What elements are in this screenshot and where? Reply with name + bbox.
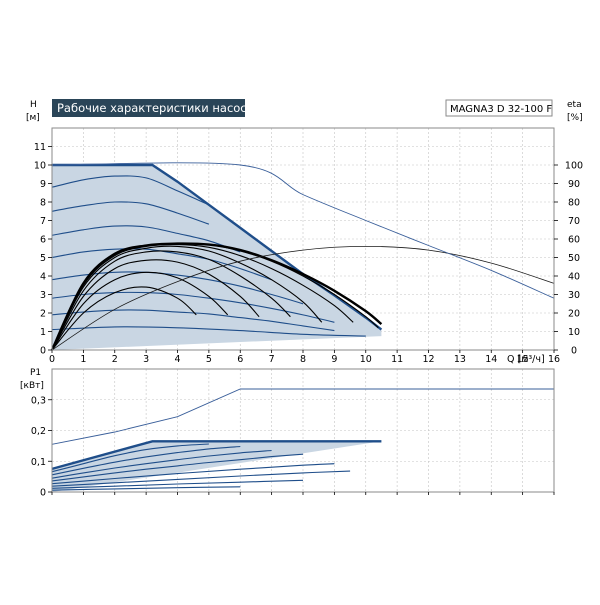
x-tick-label: 16	[548, 354, 560, 365]
speed-curve	[51, 291, 335, 323]
y-tick-label: 7	[40, 216, 46, 227]
y2-tick-label: 70	[568, 216, 580, 227]
x-tick-label: 5	[206, 354, 212, 365]
power-axis-unit: [кВт]	[20, 381, 44, 391]
x-tick-label: 13	[454, 354, 466, 365]
y-tick-label: 2	[40, 309, 46, 320]
speed-curve	[51, 479, 304, 489]
extended-power-curve	[51, 388, 554, 445]
x-tick-label: 0	[49, 354, 55, 365]
eta-axis-label: eta	[567, 100, 582, 110]
efficiency-arc	[51, 259, 260, 351]
head-axis-label: H	[30, 100, 37, 110]
speed-curve	[51, 449, 272, 479]
speed-curve	[51, 470, 351, 487]
title-box	[52, 99, 245, 117]
speed-curve	[51, 175, 210, 206]
y-tick-label: 0	[40, 488, 46, 499]
x-tick-label: 7	[269, 354, 275, 365]
y-tick-label: 4	[40, 272, 46, 283]
y-tick-label: 11	[34, 142, 46, 153]
efficiency-arc	[51, 243, 354, 351]
x-tick-label: 3	[143, 354, 149, 365]
flow-axis-label: Q [м³/ч]	[507, 354, 545, 365]
speed-curve	[51, 326, 366, 337]
efficiency-bold-curve	[50, 242, 383, 351]
eta-axis-unit: [%]	[567, 113, 583, 123]
head-operating-area	[52, 165, 382, 350]
x-tick-label: 12	[422, 354, 434, 365]
y-tick-label: 0	[40, 346, 46, 357]
x-tick-label: 6	[237, 354, 243, 365]
y2-tick-label: 60	[568, 235, 580, 246]
efficiency-arc	[51, 286, 197, 351]
y-tick-label: 8	[40, 198, 46, 209]
extended-head-curve	[51, 162, 555, 299]
speed-curve	[51, 453, 304, 482]
y2-tick-label: 30	[568, 290, 580, 301]
speed-curve	[51, 445, 241, 476]
y-tick-label: 1	[40, 327, 46, 338]
y-tick-label: 6	[40, 235, 46, 246]
x-tick-label: 2	[112, 354, 118, 365]
y2-tick-label: 10	[568, 327, 580, 338]
power-axes: 0 0,1 0,2 0,3	[31, 368, 555, 499]
y2-tick-label: 40	[568, 272, 580, 283]
power-axis-label: P1	[30, 368, 41, 378]
speed-curve	[51, 463, 335, 485]
y-tick-label: 5	[40, 253, 46, 264]
model-box	[445, 99, 553, 117]
efficiency-arc	[51, 271, 229, 351]
x-tick-label: 11	[391, 354, 403, 365]
y2-tick-label: 20	[568, 309, 580, 320]
x-tick-label: 14	[485, 354, 497, 365]
max-speed-curve	[52, 163, 383, 331]
max-speed-curve	[51, 440, 382, 471]
operating-range-fill	[52, 165, 382, 350]
y-tick-label: 3	[40, 290, 46, 301]
eta-curve	[51, 245, 555, 351]
y2-tick-label: 0	[571, 346, 577, 357]
y2-tick-label: 50	[568, 253, 580, 264]
efficiency-arc	[51, 250, 291, 351]
speed-curve	[51, 486, 241, 491]
speed-curve	[51, 443, 209, 473]
speed-curve	[51, 201, 210, 225]
power-curves	[51, 388, 554, 491]
y2-tick-label: 80	[568, 198, 580, 209]
y-tick-label: 0,1	[31, 457, 46, 468]
y-tick-label: 9	[40, 179, 46, 190]
x-tick-label: 8	[300, 354, 306, 365]
speed-curve	[51, 309, 335, 332]
y2-tick-label: 100	[565, 161, 583, 172]
x-tick-label: 15	[517, 354, 529, 365]
model-label: MAGNA3 D 32-100 F	[450, 104, 552, 115]
head-axis-unit: [м]	[26, 113, 40, 123]
x-tick-label: 4	[174, 354, 180, 365]
x-tick-label: 9	[331, 354, 337, 365]
y-tick-label: 0,3	[31, 395, 46, 406]
x-tick-label: 1	[80, 354, 86, 365]
speed-curve	[51, 225, 241, 253]
efficiency-arc	[51, 245, 323, 351]
y2-tick-label: 90	[568, 179, 580, 190]
chart-title: Рабочие характеристики насоса	[57, 101, 254, 115]
y-tick-label: 0,2	[31, 426, 46, 437]
x-tick-label: 10	[360, 354, 372, 365]
y-tick-label: 10	[34, 161, 46, 172]
head-curves	[50, 162, 555, 351]
